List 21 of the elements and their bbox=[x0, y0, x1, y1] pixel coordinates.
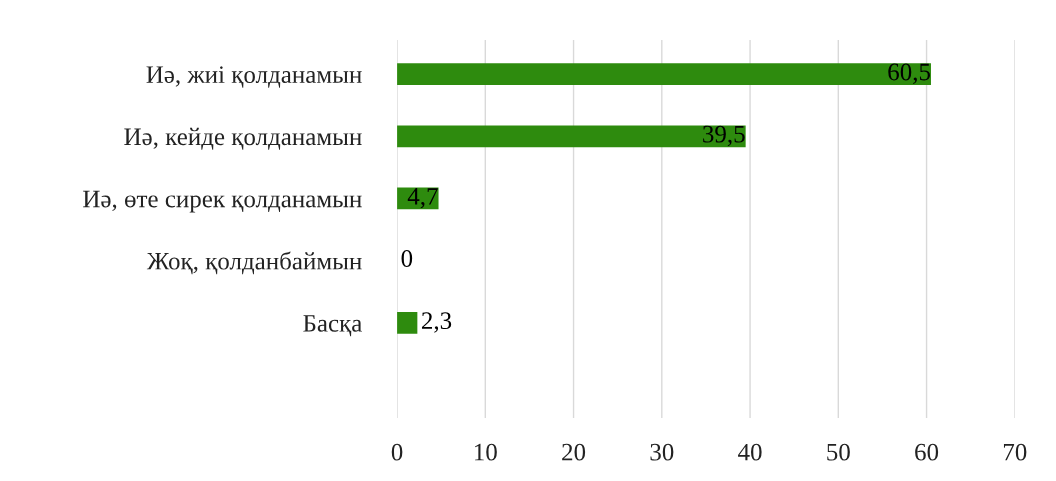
bar bbox=[397, 125, 746, 148]
x-tick-label: 40 bbox=[738, 443, 762, 461]
x-tick-label: 0 bbox=[391, 443, 403, 461]
data-label: 60,5 bbox=[888, 63, 930, 84]
x-tick-label: 50 bbox=[827, 443, 850, 461]
x-tick-label: 70 bbox=[1003, 443, 1027, 461]
data-label: 39,5 bbox=[703, 125, 745, 147]
x-tick-label: 60 bbox=[915, 443, 939, 461]
x-tick-label: 30 bbox=[650, 443, 674, 461]
x-tick-label: 20 bbox=[562, 443, 586, 461]
data-label: 0 bbox=[401, 250, 413, 267]
data-label: 4,7 bbox=[407, 188, 438, 209]
y-tick-label: Иә, кейде қолданамын bbox=[124, 127, 362, 150]
bar bbox=[397, 63, 931, 85]
x-tick-label: 10 bbox=[475, 443, 497, 461]
y-tick-label: Басқа bbox=[303, 315, 362, 337]
y-tick-label: Иә, өте сирек қолданамын bbox=[83, 190, 362, 213]
y-tick-label: Иә, жиі қолданамын bbox=[146, 66, 362, 88]
data-label: 2,3 bbox=[421, 312, 452, 333]
y-tick-label: Жоқ, қолданбаймын bbox=[146, 251, 362, 275]
bar bbox=[397, 311, 418, 334]
